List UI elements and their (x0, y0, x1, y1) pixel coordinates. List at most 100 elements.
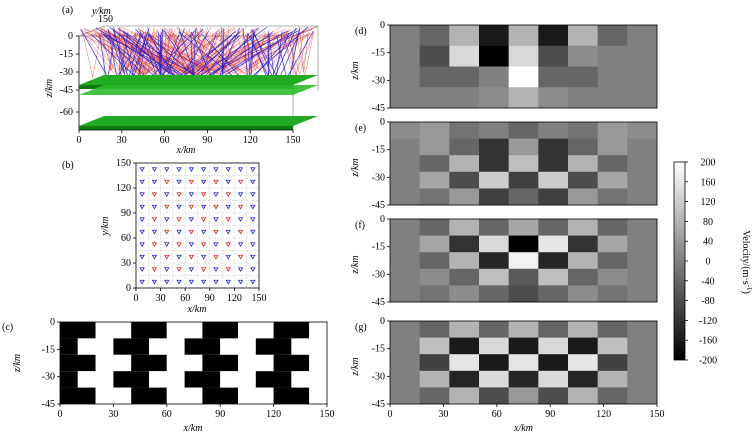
panel-c-cell (131, 322, 167, 339)
panel-b-x-ticks: 0 30 60 90 120 150 (134, 288, 267, 304)
panel-d-cell (479, 45, 509, 67)
panel-b-station-marker (164, 267, 170, 273)
panel-e-cell (508, 171, 539, 189)
panel-b-station-marker (250, 254, 256, 260)
panel-a-label: (a) (62, 5, 73, 16)
panel-e-cell (538, 122, 569, 139)
panel-b-station-marker (151, 179, 158, 185)
panel-c-x-tick-label: 120 (266, 409, 281, 420)
panel-b-station-marker (250, 279, 256, 285)
panel-a-xlabel: x/km (176, 145, 196, 156)
panel-c-z-tick-label: -45 (42, 399, 55, 410)
panel-b-station-marker (237, 279, 244, 285)
panel-e-cell (627, 138, 658, 156)
panel-b-station-marker (139, 242, 145, 248)
panel-g-cell (538, 354, 569, 372)
panel-e-cell (627, 122, 658, 139)
panel-b-station-marker (250, 242, 256, 248)
panel-e-cell (627, 155, 658, 173)
panel-f-cell (568, 235, 598, 253)
panel-a-x-ticks: 0 30 60 90 120 150 (77, 130, 301, 146)
panel-g-cell (627, 354, 658, 372)
panel-a-x-tick-label: 150 (286, 135, 301, 146)
panel-b-station-marker (151, 279, 158, 285)
colorbar-tick-label: 200 (701, 158, 716, 169)
panel-b-station-marker (250, 204, 256, 210)
panel-e-cell (449, 188, 480, 206)
panel-c-cell (238, 354, 274, 372)
panel-a-z-tick-label: 0 (68, 31, 73, 42)
panel-f-cell (538, 285, 569, 303)
panel-f-label: (f) (355, 220, 365, 231)
panel-b-station-marker (225, 204, 231, 210)
panel-e-cell (479, 138, 509, 156)
panel-f-z-tick-label: 0 (380, 214, 385, 225)
panel-e-cell (390, 122, 420, 139)
panel-f-cell (419, 252, 450, 270)
panel-b-station-marker (188, 267, 195, 273)
panel-c-frame (59, 321, 328, 405)
panel-b-station-marker (176, 267, 182, 273)
panel-f-cell (390, 252, 420, 270)
panel-e-cell (390, 171, 420, 189)
panel-d-cell (390, 66, 420, 88)
panel-b-station-marker (176, 229, 182, 235)
panel-b-station-marker (176, 242, 182, 248)
panel-f-z-tick-label: -30 (372, 269, 385, 280)
ray-red (82, 28, 103, 77)
panel-e-cell (479, 188, 509, 206)
panel-c-x-tick-label: 90 (215, 409, 225, 420)
panel-c-cell (309, 387, 327, 404)
panel-g-cell (390, 354, 420, 372)
panel-g-cell (449, 354, 480, 372)
panel-d-cell (568, 25, 598, 47)
panel-d-cell (449, 66, 480, 88)
panel-b-station-marker (151, 167, 158, 173)
panel-a: (a) y/km 150 0 -15 -30 -45 -60 0 30 60 90 120 150… (44, 5, 319, 156)
panel-c-cell (202, 387, 238, 404)
panel-g-x-tick-label: 0 (388, 409, 393, 420)
panel-c-cell (184, 371, 221, 388)
panel-b-station-marker (250, 167, 256, 173)
panel-c-x-tick-label: 150 (320, 409, 335, 420)
panel-b-station-marker (200, 242, 207, 248)
panel-b-station-marker (200, 229, 207, 235)
panel-g-cell (449, 370, 480, 388)
panel-g-cell (508, 337, 539, 355)
panel-b-station-marker (200, 267, 207, 273)
panel-b-station-marker (188, 192, 195, 198)
panel-d-cell (390, 25, 420, 47)
panel-g-cell (538, 321, 569, 338)
panel-g-cell (419, 370, 450, 388)
panel-f-cell (597, 268, 628, 286)
panel-e: (e) 0 -15 -30 -45 z/km (350, 117, 658, 211)
panel-g-ylabel: z/km (350, 357, 361, 376)
panel-d-cell (538, 66, 569, 88)
panel-g-cell (419, 354, 450, 372)
panel-c-x-tick-label: 30 (108, 409, 118, 420)
panel-f-cell (597, 285, 628, 303)
panel-g-cell (568, 321, 598, 338)
panel-e-cell (479, 171, 509, 189)
panel-c-cell (309, 322, 327, 339)
panel-b-station-marker (164, 254, 170, 260)
panel-b-station-marker (151, 242, 158, 248)
panel-b-station-marker (139, 204, 145, 210)
panel-b-station-marker (188, 217, 195, 223)
panel-a-x-tick-label: 120 (243, 135, 258, 146)
panel-e-cell (449, 155, 480, 173)
panel-b-station-marker (213, 229, 219, 235)
colorbar-tick-label: 80 (703, 217, 713, 228)
panel-b-y-ticks: 0 30 60 90 120 150 (116, 158, 136, 294)
panel-e-cell (419, 171, 450, 189)
panel-e-cell (597, 188, 628, 206)
panel-b-station-marker (151, 217, 158, 223)
panel-b-markers (139, 167, 256, 285)
panel-b-x-tick-label: 60 (180, 293, 190, 304)
panel-f-cell (538, 235, 569, 253)
panel-b-station-marker (225, 267, 231, 273)
panel-d-cell (419, 87, 450, 109)
panel-b-station-marker (188, 279, 195, 285)
panel-b-station-marker (151, 229, 158, 235)
panel-b-station-marker (225, 179, 231, 185)
